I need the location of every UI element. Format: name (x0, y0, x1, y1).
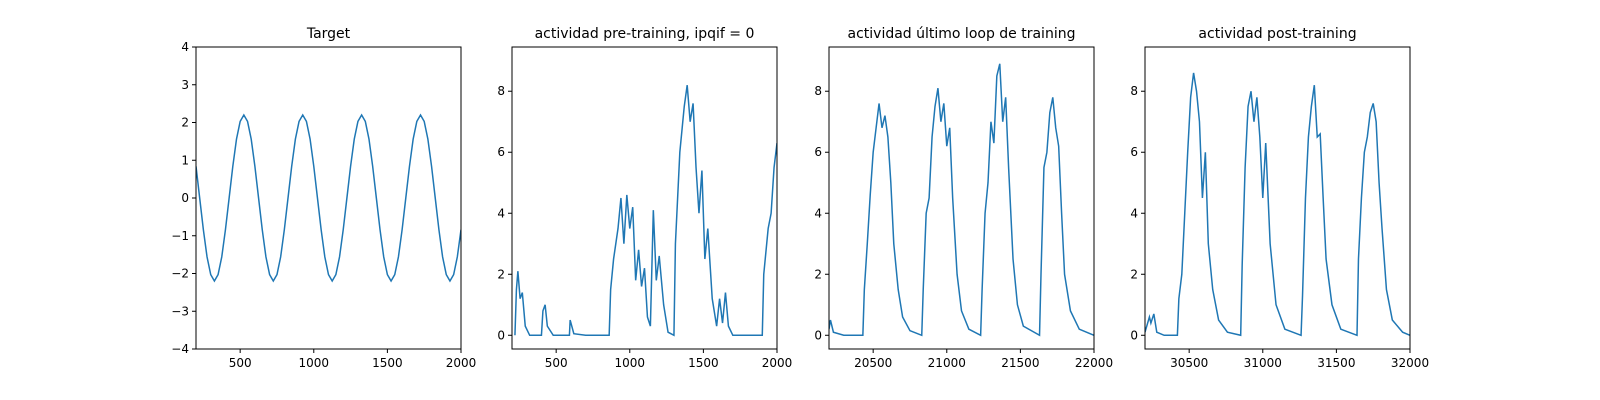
x-tick-label: 32000 (1391, 356, 1429, 370)
chart-title: actividad pre-training, ipqif = 0 (535, 26, 755, 42)
y-tick-label: 2 (814, 267, 822, 281)
x-tick-label: 1000 (615, 356, 646, 370)
y-tick-label: 0 (814, 328, 822, 342)
x-tick-label: 31000 (1244, 356, 1282, 370)
x-tick-label: 2000 (446, 356, 477, 370)
y-tick-label: 4 (1130, 206, 1138, 220)
y-tick-label: 8 (497, 84, 505, 98)
chart-title: actividad post-training (1198, 26, 1356, 42)
y-tick-label: 2 (181, 116, 189, 130)
axes-frame (511, 46, 778, 350)
y-tick-label: 2 (1130, 267, 1138, 281)
x-tick-label: 31500 (1317, 356, 1355, 370)
y-tick-label: 0 (497, 328, 505, 342)
y-tick-label: 4 (181, 40, 189, 54)
y-tick-label: 0 (181, 191, 189, 205)
chart-title: actividad último loop de training (848, 26, 1076, 42)
axes-frame (195, 46, 462, 350)
y-tick-label: 8 (1130, 84, 1138, 98)
y-tick-label: 4 (814, 206, 822, 220)
x-tick-label: 20500 (854, 356, 892, 370)
x-tick-label: 30500 (1170, 356, 1208, 370)
data-line (829, 63, 1094, 337)
y-tick-label: 8 (814, 84, 822, 98)
x-tick-label: 500 (545, 356, 568, 370)
y-tick-label: 6 (1130, 145, 1138, 159)
y-tick-label: −2 (171, 267, 189, 281)
y-tick-label: 6 (814, 145, 822, 159)
data-line (196, 113, 461, 283)
chart-title: Target (306, 26, 351, 42)
data-line (514, 85, 777, 337)
data-line (1145, 72, 1410, 337)
x-tick-label: 1000 (299, 356, 330, 370)
y-tick-label: 1 (181, 153, 189, 167)
y-tick-label: 3 (181, 78, 189, 92)
axes-frame (828, 46, 1095, 350)
y-tick-label: −1 (171, 229, 189, 243)
y-tick-label: 4 (497, 206, 505, 220)
x-tick-label: 1500 (372, 356, 403, 370)
x-tick-label: 21000 (928, 356, 966, 370)
y-tick-label: 2 (497, 267, 505, 281)
x-tick-label: 2000 (762, 356, 793, 370)
y-tick-label: −4 (171, 342, 189, 356)
axes-frame (1144, 46, 1411, 350)
y-tick-label: 6 (497, 145, 505, 159)
x-tick-label: 21500 (1001, 356, 1039, 370)
y-tick-label: 0 (1130, 328, 1138, 342)
x-tick-label: 500 (229, 356, 252, 370)
x-tick-label: 22000 (1075, 356, 1113, 370)
y-tick-label: −3 (171, 304, 189, 318)
x-tick-label: 1500 (688, 356, 719, 370)
